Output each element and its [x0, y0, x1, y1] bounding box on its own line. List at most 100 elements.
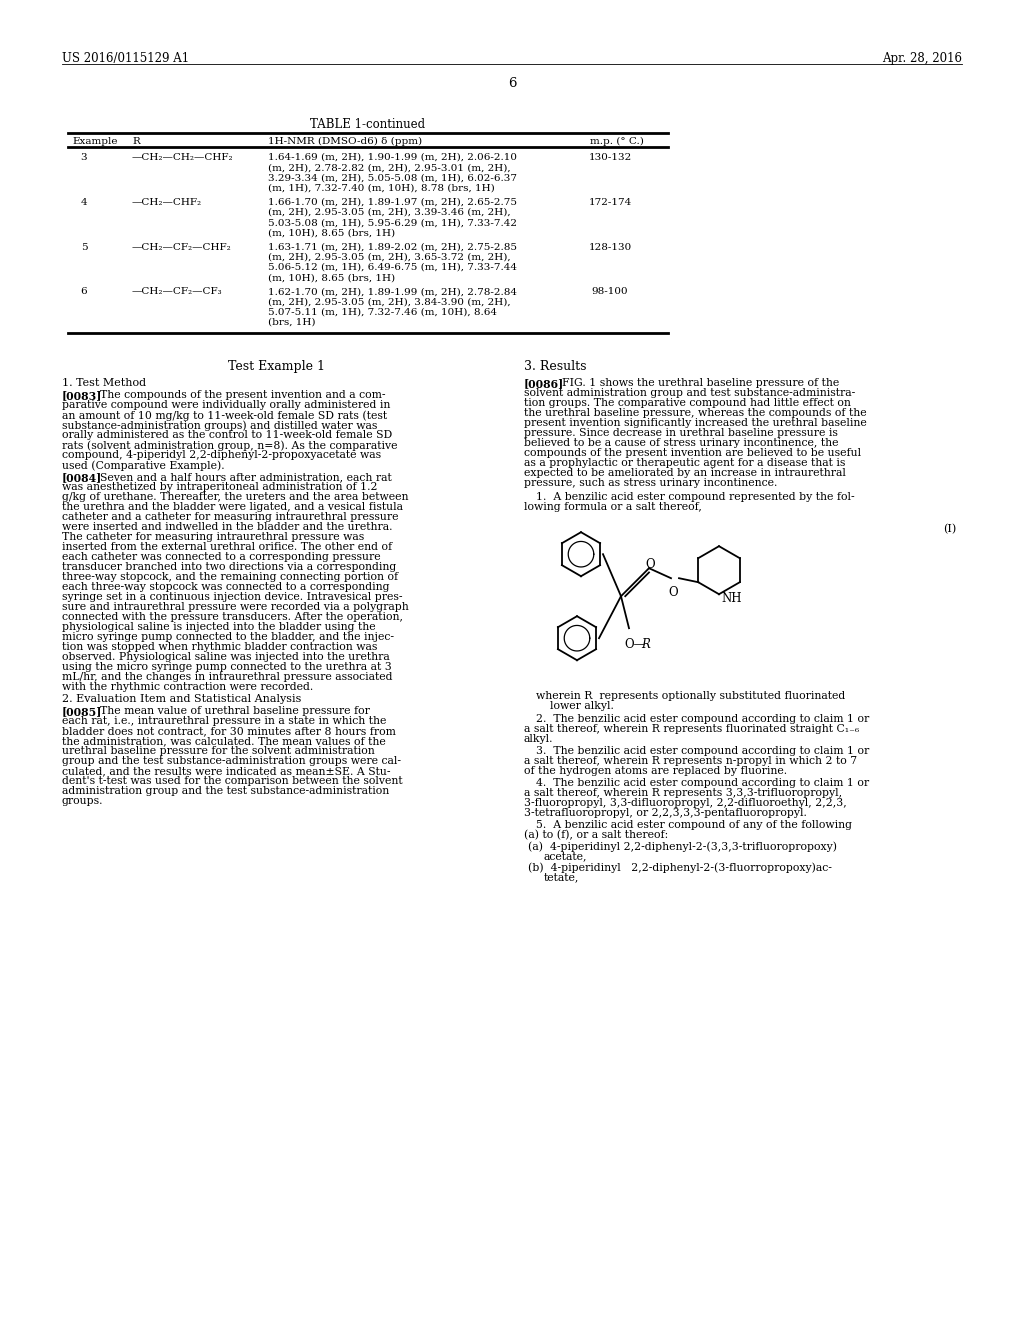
Text: (m, 2H), 2.95-3.05 (m, 2H), 3.84-3.90 (m, 2H),: (m, 2H), 2.95-3.05 (m, 2H), 3.84-3.90 (m…	[268, 297, 511, 306]
Text: [0083]: [0083]	[62, 391, 102, 401]
Text: a salt thereof, wherein R represents n-propyl in which 2 to 7: a salt thereof, wherein R represents n-p…	[524, 756, 857, 766]
Text: acetate,: acetate,	[544, 851, 588, 861]
Text: 4.  The benzilic acid ester compound according to claim 1 or: 4. The benzilic acid ester compound acco…	[536, 779, 869, 788]
Text: lower alkyl.: lower alkyl.	[536, 701, 613, 711]
Text: tetate,: tetate,	[544, 873, 580, 882]
Text: dent's t-test was used for the comparison between the solvent: dent's t-test was used for the compariso…	[62, 776, 402, 787]
Text: 1H-NMR (DMSO-d6) δ (ppm): 1H-NMR (DMSO-d6) δ (ppm)	[268, 137, 422, 147]
Text: O: O	[668, 586, 678, 599]
Text: lowing formula or a salt thereof,: lowing formula or a salt thereof,	[524, 502, 701, 512]
Text: TABLE 1-continued: TABLE 1-continued	[310, 117, 426, 131]
Text: sure and intraurethral pressure were recorded via a polygraph: sure and intraurethral pressure were rec…	[62, 602, 409, 612]
Text: 3.  The benzilic acid ester compound according to claim 1 or: 3. The benzilic acid ester compound acco…	[536, 746, 869, 756]
Text: believed to be a cause of stress urinary incontinence, the: believed to be a cause of stress urinary…	[524, 438, 839, 449]
Text: R: R	[641, 638, 650, 651]
Text: rats (solvent administration group, n=8). As the comparative: rats (solvent administration group, n=8)…	[62, 440, 397, 450]
Text: each catheter was connected to a corresponding pressure: each catheter was connected to a corresp…	[62, 552, 381, 562]
Text: three-way stopcock, and the remaining connecting portion of: three-way stopcock, and the remaining co…	[62, 572, 398, 582]
Text: 3-fluoropropyl, 3,3-difluoropropyl, 2,2-difluoroethyl, 2,2,3,: 3-fluoropropyl, 3,3-difluoropropyl, 2,2-…	[524, 799, 847, 808]
Text: (b)  4-piperidinyl   2,2-diphenyl-2-(3-fluorropropoxy)ac-: (b) 4-piperidinyl 2,2-diphenyl-2-(3-fluo…	[528, 862, 831, 873]
Text: 98-100: 98-100	[592, 288, 629, 297]
Text: 5.07-5.11 (m, 1H), 7.32-7.46 (m, 10H), 8.64: 5.07-5.11 (m, 1H), 7.32-7.46 (m, 10H), 8…	[268, 308, 497, 317]
Text: Test Example 1: Test Example 1	[227, 360, 325, 374]
Text: micro syringe pump connected to the bladder, and the injec-: micro syringe pump connected to the blad…	[62, 632, 394, 643]
Text: —CH₂—CHF₂: —CH₂—CHF₂	[132, 198, 202, 207]
Text: NH: NH	[721, 593, 741, 605]
Text: 1. Test Method: 1. Test Method	[62, 379, 146, 388]
Text: 128-130: 128-130	[589, 243, 632, 252]
Text: bladder does not contract, for 30 minutes after 8 hours from: bladder does not contract, for 30 minute…	[62, 726, 396, 737]
Text: each rat, i.e., intraurethral pressure in a state in which the: each rat, i.e., intraurethral pressure i…	[62, 717, 386, 726]
Text: wherein R  represents optionally substituted fluorinated: wherein R represents optionally substitu…	[536, 692, 845, 701]
Text: (a) to (f), or a salt thereof:: (a) to (f), or a salt thereof:	[524, 830, 669, 841]
Text: 1.62-1.70 (m, 2H), 1.89-1.99 (m, 2H), 2.78-2.84: 1.62-1.70 (m, 2H), 1.89-1.99 (m, 2H), 2.…	[268, 288, 517, 297]
Text: groups.: groups.	[62, 796, 103, 807]
Text: 1.  A benzilic acid ester compound represented by the fol-: 1. A benzilic acid ester compound repres…	[536, 492, 855, 502]
Text: tion groups. The comparative compound had little effect on: tion groups. The comparative compound ha…	[524, 399, 851, 408]
Text: (m, 10H), 8.65 (brs, 1H): (m, 10H), 8.65 (brs, 1H)	[268, 273, 395, 282]
Text: 5.06-5.12 (m, 1H), 6.49-6.75 (m, 1H), 7.33-7.44: 5.06-5.12 (m, 1H), 6.49-6.75 (m, 1H), 7.…	[268, 263, 517, 272]
Text: with the rhythmic contraction were recorded.: with the rhythmic contraction were recor…	[62, 682, 313, 692]
Text: 130-132: 130-132	[589, 153, 632, 162]
Text: 3. Results: 3. Results	[524, 360, 587, 374]
Text: the urethral baseline pressure, whereas the compounds of the: the urethral baseline pressure, whereas …	[524, 408, 866, 418]
Text: catheter and a catheter for measuring intraurethral pressure: catheter and a catheter for measuring in…	[62, 512, 398, 523]
Text: orally administered as the control to 11-week-old female SD: orally administered as the control to 11…	[62, 430, 392, 440]
Text: administration group and the test substance-administration: administration group and the test substa…	[62, 787, 389, 796]
Text: 5: 5	[81, 243, 87, 252]
Text: was anesthetized by intraperitoneal administration of 1.2: was anesthetized by intraperitoneal admi…	[62, 482, 378, 492]
Text: the administration, was calculated. The mean values of the: the administration, was calculated. The …	[62, 737, 386, 746]
Text: an amount of 10 mg/kg to 11-week-old female SD rats (test: an amount of 10 mg/kg to 11-week-old fem…	[62, 411, 387, 421]
Text: physiological saline is injected into the bladder using the: physiological saline is injected into th…	[62, 622, 376, 632]
Text: 2. Evaluation Item and Statistical Analysis: 2. Evaluation Item and Statistical Analy…	[62, 694, 301, 704]
Text: expected to be ameliorated by an increase in intraurethral: expected to be ameliorated by an increas…	[524, 469, 846, 478]
Text: 172-174: 172-174	[589, 198, 632, 207]
Text: were inserted and indwelled in the bladder and the urethra.: were inserted and indwelled in the bladd…	[62, 523, 392, 532]
Text: solvent administration group and test substance-administra-: solvent administration group and test su…	[524, 388, 855, 399]
Text: Apr. 28, 2016: Apr. 28, 2016	[882, 51, 962, 65]
Text: of the hydrogen atoms are replaced by fluorine.: of the hydrogen atoms are replaced by fl…	[524, 766, 787, 776]
Text: present invention significantly increased the urethral baseline: present invention significantly increase…	[524, 418, 866, 428]
Text: urethral baseline pressure for the solvent administration: urethral baseline pressure for the solve…	[62, 746, 375, 756]
Text: O—: O—	[624, 638, 645, 651]
Text: Example: Example	[72, 137, 118, 147]
Text: [0086]: [0086]	[524, 379, 564, 389]
Text: compound, 4-piperidyl 2,2-diphenyl-2-propoxyacetate was: compound, 4-piperidyl 2,2-diphenyl-2-pro…	[62, 450, 381, 461]
Text: 5.  A benzilic acid ester compound of any of the following: 5. A benzilic acid ester compound of any…	[536, 820, 852, 830]
Text: 6: 6	[81, 288, 87, 297]
Text: (m, 10H), 8.65 (brs, 1H): (m, 10H), 8.65 (brs, 1H)	[268, 228, 395, 238]
Text: O: O	[645, 558, 654, 572]
Text: alkyl.: alkyl.	[524, 734, 554, 744]
Text: —CH₂—CF₂—CHF₂: —CH₂—CF₂—CHF₂	[132, 243, 231, 252]
Text: 2.  The benzilic acid ester compound according to claim 1 or: 2. The benzilic acid ester compound acco…	[536, 714, 869, 725]
Text: parative compound were individually orally administered in: parative compound were individually oral…	[62, 400, 390, 411]
Text: (brs, 1H): (brs, 1H)	[268, 318, 315, 327]
Text: (m, 1H), 7.32-7.40 (m, 10H), 8.78 (brs, 1H): (m, 1H), 7.32-7.40 (m, 10H), 8.78 (brs, …	[268, 183, 495, 193]
Text: as a prophylactic or therapeutic agent for a disease that is: as a prophylactic or therapeutic agent f…	[524, 458, 846, 469]
Text: using the micro syringe pump connected to the urethra at 3: using the micro syringe pump connected t…	[62, 663, 392, 672]
Text: [0085]: [0085]	[62, 706, 102, 717]
Text: g/kg of urethane. Thereafter, the ureters and the area between: g/kg of urethane. Thereafter, the ureter…	[62, 492, 409, 502]
Text: tion was stopped when rhythmic bladder contraction was: tion was stopped when rhythmic bladder c…	[62, 643, 378, 652]
Text: pressure, such as stress urinary incontinence.: pressure, such as stress urinary inconti…	[524, 478, 777, 488]
Text: FIG. 1 shows the urethral baseline pressure of the: FIG. 1 shows the urethral baseline press…	[562, 379, 840, 388]
Text: 6: 6	[508, 77, 516, 90]
Text: the urethra and the bladder were ligated, and a vesical fistula: the urethra and the bladder were ligated…	[62, 502, 403, 512]
Text: syringe set in a continuous injection device. Intravesical pres-: syringe set in a continuous injection de…	[62, 593, 402, 602]
Text: 3-tetrafluoropropyl, or 2,2,3,3,3-pentafluoropropyl.: 3-tetrafluoropropyl, or 2,2,3,3,3-pentaf…	[524, 808, 807, 818]
Text: 4: 4	[81, 198, 87, 207]
Text: The compounds of the present invention and a com-: The compounds of the present invention a…	[100, 391, 385, 400]
Text: culated, and the results were indicated as mean±SE. A Stu-: culated, and the results were indicated …	[62, 766, 390, 776]
Text: US 2016/0115129 A1: US 2016/0115129 A1	[62, 51, 189, 65]
Text: The mean value of urethral baseline pressure for: The mean value of urethral baseline pres…	[100, 706, 370, 717]
Text: (m, 2H), 2.78-2.82 (m, 2H), 2.95-3.01 (m, 2H),: (m, 2H), 2.78-2.82 (m, 2H), 2.95-3.01 (m…	[268, 164, 511, 172]
Text: inserted from the external urethral orifice. The other end of: inserted from the external urethral orif…	[62, 543, 392, 552]
Text: —CH₂—CH₂—CHF₂: —CH₂—CH₂—CHF₂	[132, 153, 233, 162]
Text: 3.29-3.34 (m, 2H), 5.05-5.08 (m, 1H), 6.02-6.37: 3.29-3.34 (m, 2H), 5.05-5.08 (m, 1H), 6.…	[268, 173, 517, 182]
Text: R: R	[132, 137, 139, 147]
Text: 1.63-1.71 (m, 2H), 1.89-2.02 (m, 2H), 2.75-2.85: 1.63-1.71 (m, 2H), 1.89-2.02 (m, 2H), 2.…	[268, 243, 517, 252]
Text: pressure. Since decrease in urethral baseline pressure is: pressure. Since decrease in urethral bas…	[524, 428, 838, 438]
Text: compounds of the present invention are believed to be useful: compounds of the present invention are b…	[524, 449, 861, 458]
Text: (a)  4-piperidinyl 2,2-diphenyl-2-(3,3,3-trifluoropropoxy): (a) 4-piperidinyl 2,2-diphenyl-2-(3,3,3-…	[528, 841, 837, 851]
Text: (I): (I)	[943, 524, 956, 535]
